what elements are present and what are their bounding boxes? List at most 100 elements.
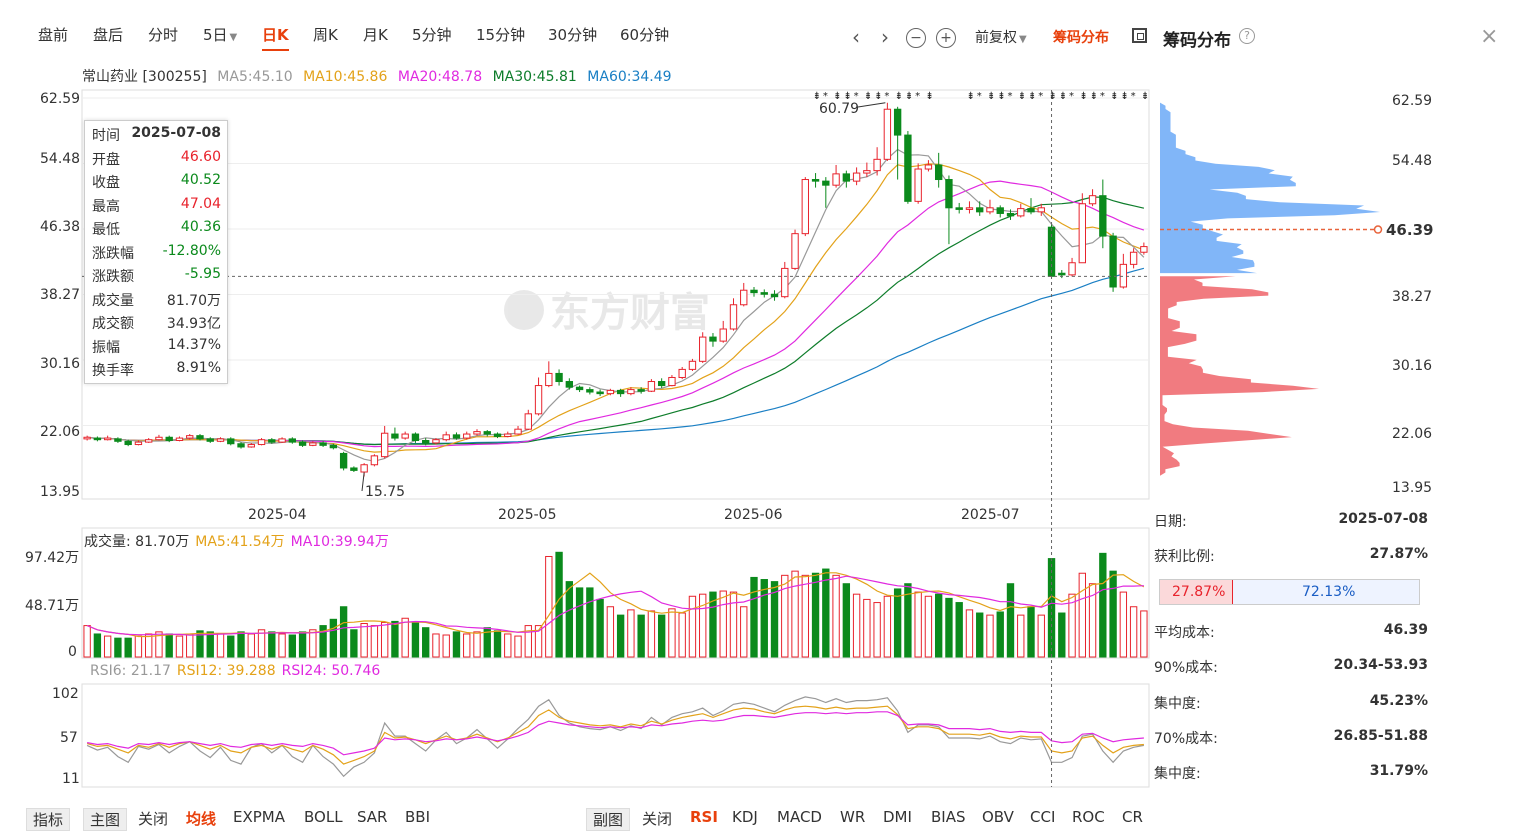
help-icon[interactable]: ? xyxy=(1239,28,1255,44)
chip-c70-key: 70%成本: xyxy=(1154,731,1218,747)
zoom-out-icon[interactable]: − xyxy=(906,28,926,48)
candle-body xyxy=(206,438,214,442)
tab-afterhours[interactable]: 盘后 xyxy=(93,26,124,44)
chip-conc90-key: 集中度: xyxy=(1154,696,1201,712)
event-marker-icon: ⇟ xyxy=(895,91,903,102)
tab-premarket[interactable]: 盘前 xyxy=(38,26,69,44)
zoom-in-icon[interactable]: + xyxy=(936,28,956,48)
tooltip-row: 成交量 81.70万 xyxy=(85,286,227,310)
chip-toggle[interactable]: 筹码分布 xyxy=(1053,30,1109,46)
candle-body xyxy=(103,437,112,441)
volume-bar xyxy=(709,591,717,658)
prev-arrow-icon[interactable]: ‹ xyxy=(852,25,860,49)
tab-15min[interactable]: 15分钟 xyxy=(476,26,526,44)
tooltip-key: 涨跌幅 xyxy=(92,245,134,262)
chip-current-price: 46.39 xyxy=(1386,221,1434,239)
next-arrow-icon[interactable]: › xyxy=(881,25,889,49)
event-marker-icon: ⇟ xyxy=(1110,91,1118,102)
candle-body xyxy=(893,108,902,136)
sub-bias-button[interactable]: BIAS xyxy=(931,808,966,826)
sub-close-button[interactable]: 关闭 xyxy=(642,810,673,828)
volume-bar xyxy=(124,637,132,658)
sub-rsi-button[interactable]: RSI xyxy=(690,808,718,826)
sub-cr-button[interactable]: CR xyxy=(1122,808,1143,826)
chip-profit-value: 27.87% xyxy=(1369,546,1428,562)
volume-bar xyxy=(493,630,502,658)
sub-obv-button[interactable]: OBV xyxy=(982,808,1014,826)
fq-dropdown[interactable]: 前复权 ▼ xyxy=(975,27,1027,47)
candle-body xyxy=(504,433,512,437)
tooltip-key: 振幅 xyxy=(92,339,120,356)
volume-bar xyxy=(893,588,902,658)
candle-body xyxy=(1027,208,1035,213)
ohlc-tooltip: 时间 2025-07-08 开盘 46.60 收盘 40.52 最高 47.04 最低 40.36… xyxy=(84,120,228,384)
tab-30min[interactable]: 30分钟 xyxy=(548,26,598,44)
volume-bar xyxy=(565,581,574,658)
date-tick-may: 2025-05 xyxy=(498,507,557,523)
chart-canvas[interactable]: 东方财富 ⇟ * ⇟ ⇟ * ⇟ ⇟ * ⇟ ⇟ * ⇟ ⇟ * ⇟ ⇟ * ⇟ ⇟ * ⇟ ⇟ * ⇟ ⇟ * ⇟ ⇟ * ⇟ xyxy=(0,0,1515,800)
tab-intraday[interactable]: 分时 xyxy=(148,26,179,44)
sub-wr-button[interactable]: WR xyxy=(840,808,866,826)
volume-bar xyxy=(1099,552,1107,658)
candle-body xyxy=(688,360,697,370)
event-marker-icon: ⇟ xyxy=(1049,91,1057,102)
candle-body xyxy=(350,467,358,471)
sub-roc-button[interactable]: ROC xyxy=(1072,808,1105,826)
event-marker-icon: * xyxy=(823,91,828,102)
main-ma-button[interactable]: 均线 xyxy=(186,810,217,828)
volume-bar xyxy=(965,609,974,658)
volume-bar xyxy=(729,591,738,658)
volume-bar xyxy=(996,611,1004,658)
tooltip-row: 涨跌额 -5.95 xyxy=(85,262,227,286)
volume-bar xyxy=(627,609,635,658)
tooltip-value: -5.95 xyxy=(184,266,221,282)
sub-cci-button[interactable]: CCI xyxy=(1030,808,1056,826)
fq-label: 前复权 xyxy=(975,30,1017,46)
sub-kdj-button[interactable]: KDJ xyxy=(732,808,758,826)
tooltip-value: 81.70万 xyxy=(166,292,221,309)
volume-bar xyxy=(216,633,225,658)
tab-60min[interactable]: 60分钟 xyxy=(620,26,670,44)
tab-5min[interactable]: 5分钟 xyxy=(412,26,452,44)
volume-bar xyxy=(699,593,707,658)
main-bbi-button[interactable]: BBI xyxy=(405,808,431,826)
main-close-button[interactable]: 关闭 xyxy=(138,810,169,828)
candle-body xyxy=(401,433,409,439)
volume-legend: 成交量: 81.70万 MA5:41.54万 MA10:39.94万 xyxy=(84,531,389,551)
main-expma-button[interactable]: EXPMA xyxy=(233,808,286,826)
chip-avg-key: 平均成本: xyxy=(1154,625,1215,641)
volume-bar xyxy=(114,637,122,658)
candle-body xyxy=(750,289,758,294)
candle-body xyxy=(83,436,91,440)
fullscreen-icon[interactable] xyxy=(1132,28,1147,43)
candle-body xyxy=(473,431,481,435)
main-boll-button[interactable]: BOLL xyxy=(304,808,343,826)
candle-body xyxy=(114,438,122,442)
volume-bar xyxy=(852,593,861,658)
volume-ma10-line xyxy=(86,575,1144,636)
tab-monthly-k[interactable]: 月K xyxy=(363,26,388,44)
tab-5day[interactable]: 5日 ▼ xyxy=(203,24,237,45)
tab-daily-k[interactable]: 日K xyxy=(262,24,289,51)
chip-date-value: 2025-07-08 xyxy=(1338,511,1428,527)
candle-body xyxy=(945,179,953,209)
chip-c90-key: 90%成本: xyxy=(1154,660,1218,676)
caret-down-icon: ▼ xyxy=(229,32,238,43)
tooltip-row: 换手率 8.91% xyxy=(85,356,227,380)
tab-weekly-k[interactable]: 周K xyxy=(313,26,338,44)
main-sar-button[interactable]: SAR xyxy=(357,808,388,826)
candle-body xyxy=(1088,195,1097,205)
event-marker-icon: ⇟ xyxy=(1120,91,1128,102)
volume-bar xyxy=(760,579,768,658)
candle-body xyxy=(1078,203,1086,264)
volume-bar xyxy=(350,629,358,658)
chip-c90-value: 20.34-53.93 xyxy=(1333,657,1428,673)
volume-bar xyxy=(842,583,851,658)
volume-bar xyxy=(411,621,420,658)
close-icon[interactable]: × xyxy=(1480,24,1499,49)
sub-macd-button[interactable]: MACD xyxy=(777,808,822,826)
tooltip-row: 开盘 46.60 xyxy=(85,145,227,169)
sub-dmi-button[interactable]: DMI xyxy=(883,808,912,826)
main-chart-label: 主图 xyxy=(83,808,128,831)
volume-bar xyxy=(534,625,543,658)
